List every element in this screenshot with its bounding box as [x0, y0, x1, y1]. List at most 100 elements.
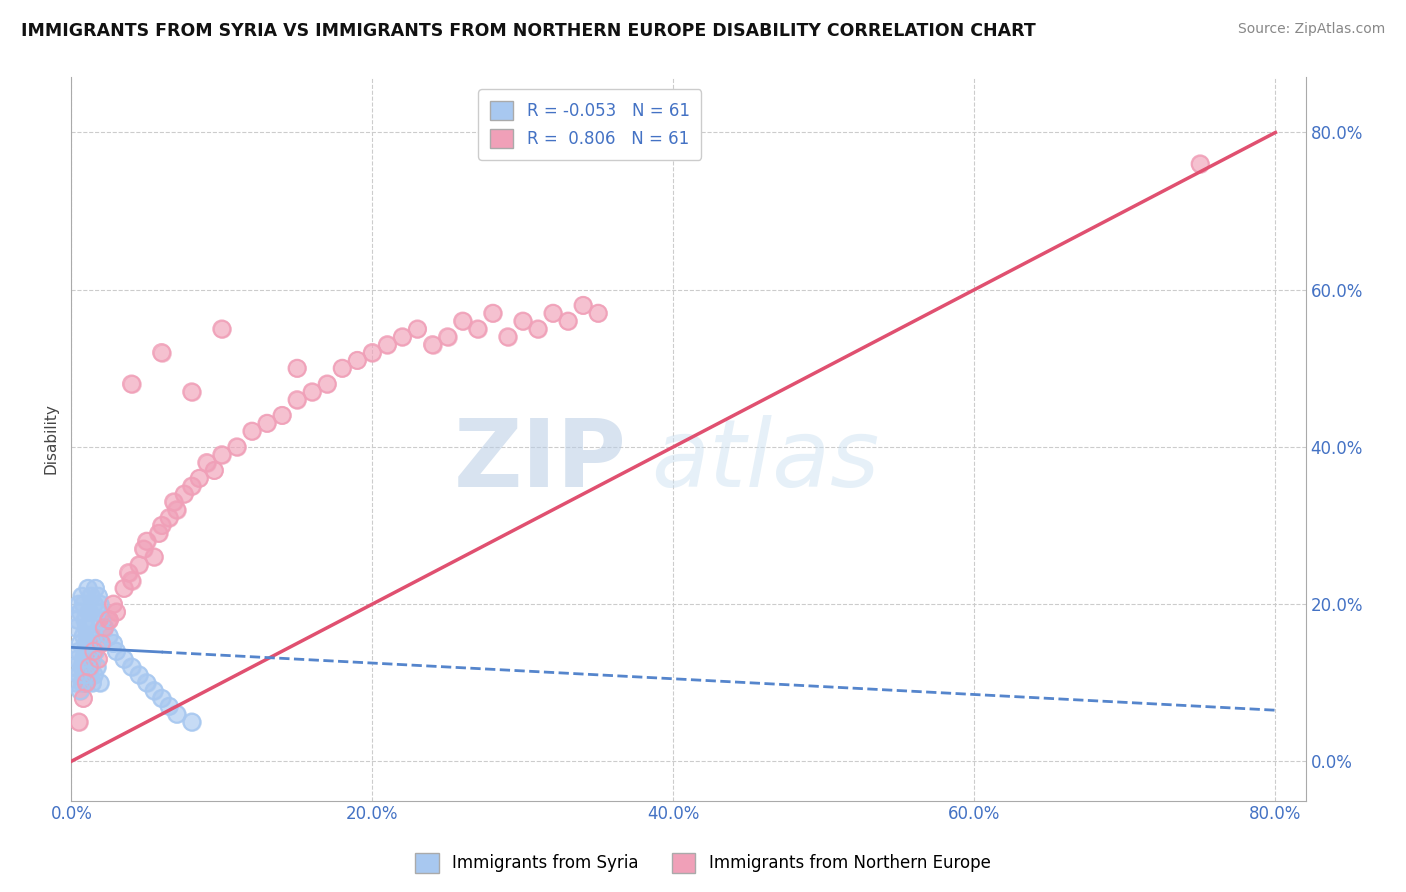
Point	[330, 361, 353, 376]
Point	[128, 558, 150, 572]
Point	[86, 660, 108, 674]
Point	[173, 487, 195, 501]
Point	[70, 589, 93, 603]
Point	[83, 597, 105, 611]
Point	[67, 714, 90, 729]
Point	[195, 456, 218, 470]
Point	[66, 652, 89, 666]
Point	[84, 582, 107, 596]
Point	[316, 376, 339, 391]
Point	[87, 652, 110, 666]
Point	[83, 628, 105, 642]
Point	[436, 330, 458, 344]
Point	[173, 487, 195, 501]
Point	[256, 417, 278, 431]
Point	[467, 322, 489, 336]
Point	[225, 440, 247, 454]
Point	[285, 392, 308, 407]
Point	[541, 306, 564, 320]
Point	[65, 621, 87, 635]
Point	[117, 566, 139, 580]
Point	[90, 613, 112, 627]
Point	[69, 683, 91, 698]
Point	[70, 660, 93, 674]
Point	[180, 384, 202, 399]
Point	[422, 337, 444, 351]
Point	[121, 660, 143, 674]
Point	[157, 510, 180, 524]
Point	[83, 668, 105, 682]
Point	[285, 361, 308, 376]
Point	[87, 652, 110, 666]
Point	[67, 644, 90, 658]
Point	[285, 361, 308, 376]
Point	[93, 621, 115, 635]
Point	[70, 589, 93, 603]
Point	[67, 644, 90, 658]
Point	[527, 322, 550, 336]
Point	[572, 298, 595, 312]
Point	[1189, 157, 1212, 171]
Point	[103, 636, 125, 650]
Point	[93, 621, 115, 635]
Point	[391, 330, 413, 344]
Point	[557, 314, 579, 328]
Point	[73, 644, 96, 658]
Point	[63, 660, 86, 674]
Point	[75, 660, 97, 674]
Point	[481, 306, 503, 320]
Point	[83, 668, 105, 682]
Point	[150, 518, 173, 533]
Point	[80, 660, 103, 674]
Point	[301, 384, 323, 399]
Point	[82, 675, 104, 690]
Point	[72, 597, 94, 611]
Point	[79, 644, 101, 658]
Point	[121, 574, 143, 588]
Point	[128, 668, 150, 682]
Point	[143, 683, 166, 698]
Point	[76, 628, 98, 642]
Point	[166, 502, 188, 516]
Point	[202, 463, 225, 477]
Point	[84, 644, 107, 658]
Point	[80, 636, 103, 650]
Point	[135, 534, 157, 549]
Point	[121, 376, 143, 391]
Point	[422, 337, 444, 351]
Point	[112, 652, 135, 666]
Point	[512, 314, 534, 328]
Point	[86, 605, 108, 619]
Point	[90, 636, 112, 650]
Point	[121, 574, 143, 588]
Point	[391, 330, 413, 344]
Point	[79, 605, 101, 619]
Point	[72, 597, 94, 611]
Point	[97, 613, 120, 627]
Point	[72, 628, 94, 642]
Point	[240, 424, 263, 438]
Point	[496, 330, 519, 344]
Point	[150, 518, 173, 533]
Point	[65, 621, 87, 635]
Point	[166, 707, 188, 722]
Point	[148, 526, 170, 541]
Point	[89, 597, 111, 611]
Point	[346, 353, 368, 368]
Point	[188, 471, 211, 485]
Point	[97, 613, 120, 627]
Point	[76, 582, 98, 596]
Point	[89, 675, 111, 690]
Point	[69, 605, 91, 619]
Point	[132, 542, 155, 557]
Point	[67, 668, 90, 682]
Point	[84, 582, 107, 596]
Point	[76, 652, 98, 666]
Point	[66, 652, 89, 666]
Point	[481, 306, 503, 320]
Point	[496, 330, 519, 344]
Point	[76, 628, 98, 642]
Point	[67, 668, 90, 682]
Point	[150, 345, 173, 359]
Point	[285, 392, 308, 407]
